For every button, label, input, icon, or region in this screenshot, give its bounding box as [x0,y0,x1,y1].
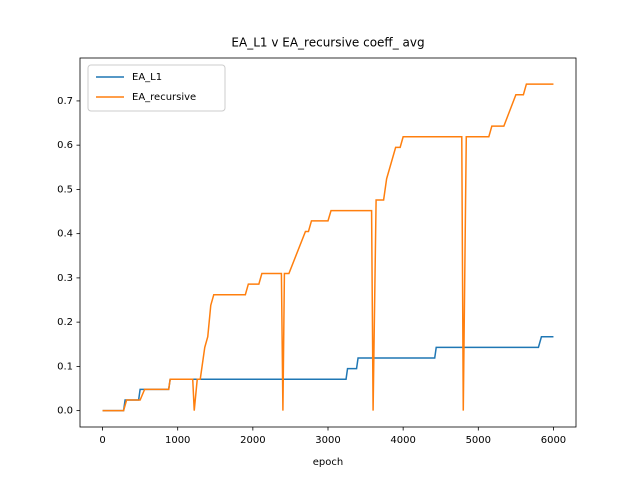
x-tick-label: 3000 [315,435,340,446]
y-tick-label: 0.7 [57,96,73,107]
y-tick-label: 0.6 [57,140,73,151]
y-tick-label: 0.2 [57,317,73,328]
x-axis-label: epoch [313,457,343,468]
x-tick-label: 2000 [240,435,265,446]
x-tick-label: 4000 [390,435,415,446]
plot-frame [79,57,577,428]
legend-label: EA_recursive [132,92,196,103]
y-tick-label: 0.0 [57,406,73,417]
chart-title: EA_L1 v EA_recursive coeff_ avg [231,36,424,50]
x-tick-label: 1000 [165,435,190,446]
y-tick-label: 0.5 [57,184,73,195]
line-series [102,83,554,412]
x-tick-label: 6000 [541,435,566,446]
x-tick-label: 0 [99,435,105,446]
x-tick-label: 5000 [466,435,491,446]
y-tick-label: 0.3 [57,273,73,284]
legend-label: EA_L1 [132,72,162,83]
y-tick-label: 0.4 [57,229,73,240]
y-tick-label: 0.1 [57,361,73,372]
